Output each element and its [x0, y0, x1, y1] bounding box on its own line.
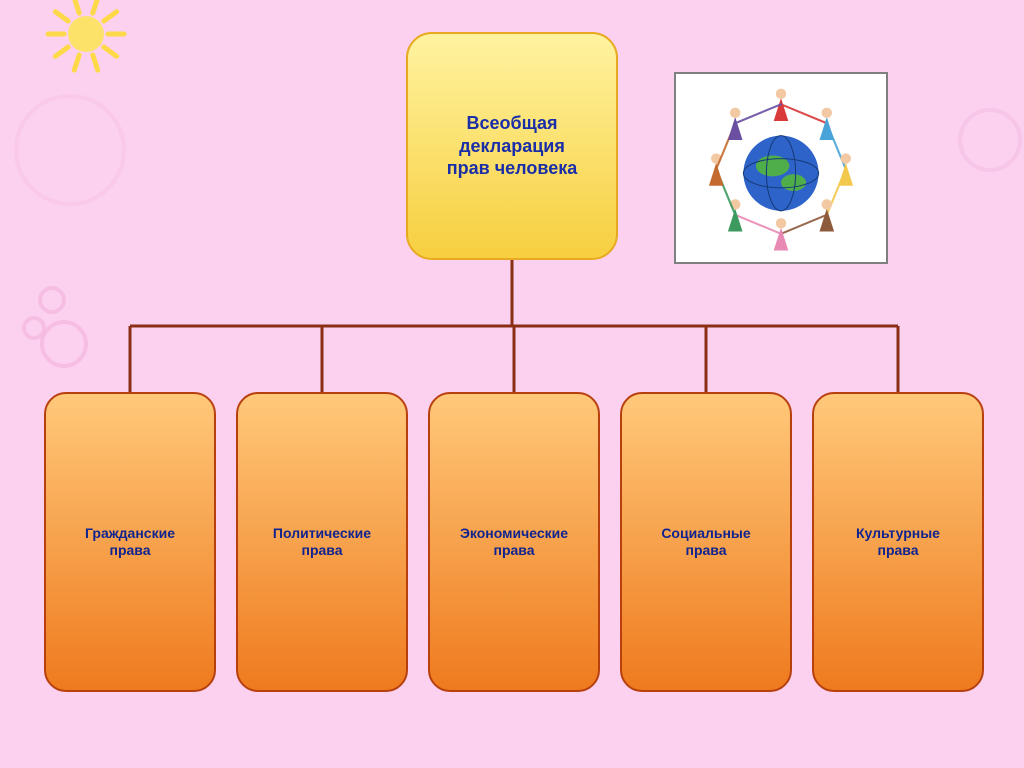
child-label: Экономические права — [452, 525, 576, 560]
globe-people-icon — [676, 74, 886, 262]
child-node-0: Гражданские права — [44, 392, 216, 692]
child-label: Политические права — [265, 525, 379, 560]
child-node-4: Культурные права — [812, 392, 984, 692]
child-label: Социальные права — [653, 525, 758, 560]
side-illustration — [674, 72, 888, 264]
root-node: Всеобщая декларация прав человека — [406, 32, 618, 260]
child-node-1: Политические права — [236, 392, 408, 692]
root-label: Всеобщая декларация прав человека — [439, 112, 585, 180]
child-node-3: Социальные права — [620, 392, 792, 692]
child-node-2: Экономические права — [428, 392, 600, 692]
child-label: Культурные права — [848, 525, 948, 560]
child-label: Гражданские права — [77, 525, 183, 560]
diagram-canvas: Всеобщая декларация прав человека Гражда… — [0, 0, 1024, 768]
